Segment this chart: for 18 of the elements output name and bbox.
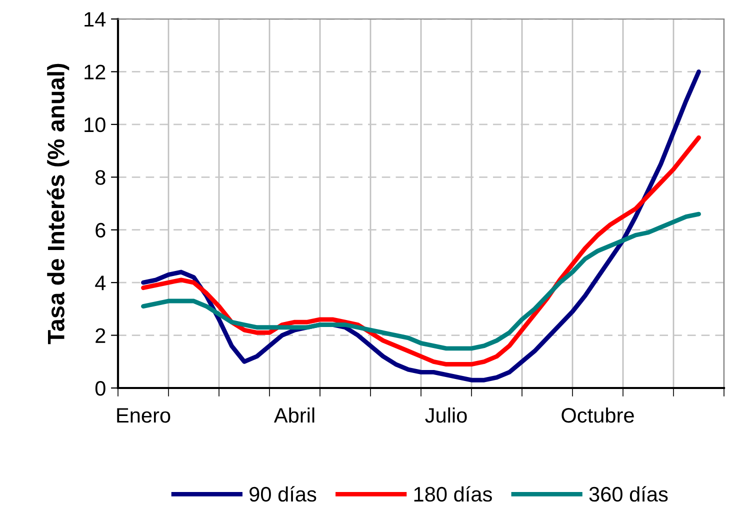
y-tick-label: 10 [84, 117, 106, 132]
x-tick-label: Enero [117, 408, 170, 423]
y-tick-label: 2 [96, 328, 106, 343]
legend-label: 180 días [414, 486, 492, 502]
x-tick-label: Abril [274, 407, 314, 423]
legend-label: 360 días [589, 486, 668, 502]
x-tick-label: Octubre [562, 407, 634, 423]
y-tick-label: 0 [95, 381, 106, 396]
y-tick-label: 8 [96, 170, 106, 185]
y-tick-label: 6 [96, 222, 106, 238]
y-tick-label: 4 [95, 276, 106, 290]
line-series [141, 135, 701, 367]
x-tick-label: Julio [425, 407, 467, 423]
legend-label: 90 días [250, 486, 316, 502]
y-axis-title: Tasa de Interés (% anual) [46, 64, 70, 344]
y-tick-label: 14 [84, 12, 106, 27]
y-tick-label: 12 [84, 64, 106, 80]
line-series [141, 212, 701, 351]
